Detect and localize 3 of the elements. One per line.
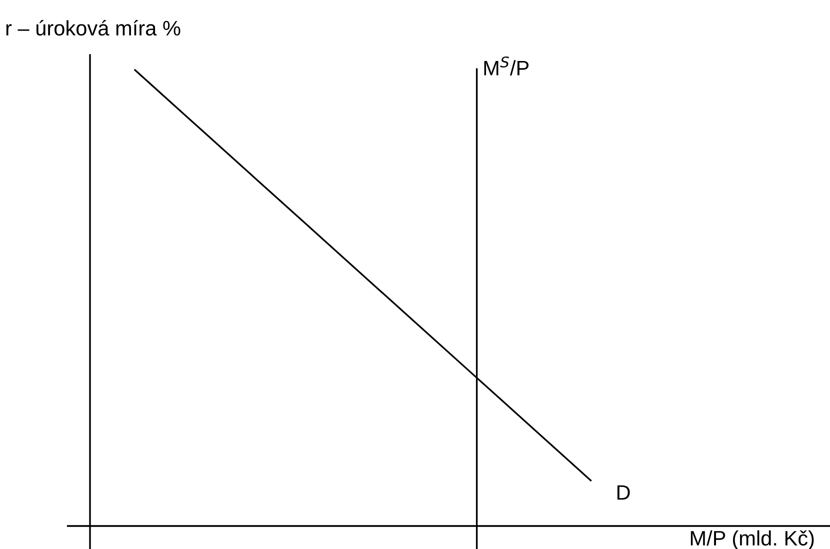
series-label: D xyxy=(617,485,630,500)
y-axis-title: r – úroková míra % xyxy=(6,20,180,36)
annotation: M$^{S}$/P xyxy=(484,56,529,76)
